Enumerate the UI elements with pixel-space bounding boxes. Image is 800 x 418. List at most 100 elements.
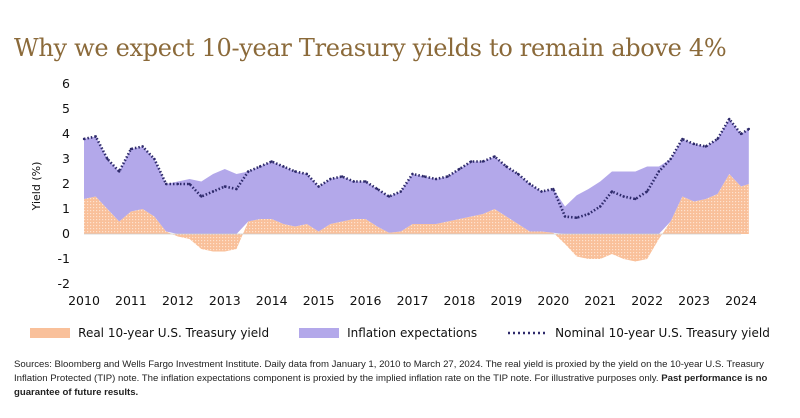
- real-yield-area: [84, 174, 749, 262]
- sources-text: Sources: Bloomberg and Wells Fargo Inves…: [14, 359, 764, 384]
- nominal-yield-point: [340, 175, 344, 178]
- nominal-yield-point: [129, 147, 133, 151]
- nominal-yield-point: [587, 212, 590, 216]
- nominal-yield-point: [446, 175, 449, 178]
- nominal-yield-point: [599, 205, 602, 208]
- legend-swatch-inflation: [299, 328, 340, 338]
- chart-title: Why we expect 10-year Treasury yields to…: [14, 34, 727, 62]
- y-tick-label: 5: [62, 101, 70, 116]
- nominal-yield-point: [258, 165, 262, 168]
- y-tick-label: -1: [58, 251, 70, 266]
- nominal-yield-point: [563, 215, 567, 218]
- nominal-yield-point: [176, 182, 180, 186]
- y-tick-label: 1: [62, 201, 70, 216]
- y-tick-label: -2: [58, 276, 70, 291]
- nominal-yield-point: [622, 195, 625, 198]
- nominal-yield-point: [106, 157, 109, 161]
- nominal-yield-point: [634, 197, 637, 201]
- x-tick-label: 2010: [68, 293, 100, 308]
- legend-item-inflation: Inflation expectations: [299, 326, 477, 340]
- x-tick-label: 2020: [537, 293, 569, 308]
- nominal-yield-point: [282, 165, 285, 168]
- sources-disclaimer: Past performance is no guarantee of futu…: [14, 373, 768, 398]
- nominal-yield-point: [423, 175, 426, 178]
- nominal-yield-point: [411, 172, 414, 176]
- nominal-yield-point: [434, 177, 438, 181]
- nominal-yield-point: [610, 190, 614, 193]
- nominal-yield-point: [211, 190, 215, 193]
- nominal-yield-point: [469, 160, 473, 163]
- nominal-yield-point: [704, 145, 708, 148]
- nominal-yield-point: [540, 190, 543, 193]
- nominal-yield-point: [141, 145, 144, 148]
- nominal-yield-point: [153, 157, 156, 161]
- nominal-yield-point: [505, 165, 508, 168]
- nominal-yield-point: [458, 167, 461, 171]
- nominal-yield-point: [747, 127, 751, 131]
- x-tick-label: 2021: [584, 293, 616, 308]
- nominal-yield-point: [317, 185, 320, 188]
- nominal-yield-point: [528, 182, 532, 186]
- nominal-yield-point: [552, 187, 555, 191]
- x-tick-label: 2022: [631, 293, 663, 308]
- nominal-yield-point: [270, 160, 273, 163]
- nominal-yield-point: [516, 172, 520, 176]
- yield-chart: Yield (%) 6 5 4 3 2 1 0 -1 -2 2010 2011 2012 2013 20…: [30, 76, 757, 308]
- y-tick-label: 4: [62, 126, 70, 141]
- nominal-yield-point: [681, 137, 684, 141]
- nominal-yield-point: [200, 195, 203, 198]
- x-tick-label: 2014: [256, 293, 288, 308]
- nominal-yield-point: [247, 170, 250, 173]
- nominal-yield-point: [669, 157, 672, 161]
- nominal-yield-point: [399, 190, 402, 193]
- nominal-yield-point: [82, 137, 86, 141]
- x-tick-label: 2019: [490, 293, 522, 308]
- nominal-yield-point: [739, 132, 743, 136]
- nominal-yield-point: [481, 160, 485, 163]
- nominal-yield-point: [376, 187, 379, 191]
- nominal-yield-point: [364, 180, 367, 183]
- nominal-yield-point: [657, 170, 661, 173]
- legend-label-real: Real 10-year U.S. Treasury yield: [78, 326, 270, 340]
- x-tick-label: 2013: [209, 293, 241, 308]
- legend-swatch-real: [30, 328, 71, 338]
- x-tick-label: 2017: [397, 293, 429, 308]
- x-tick-label: 2018: [444, 293, 476, 308]
- legend-item-nominal: Nominal 10-year U.S. Treasury yield: [507, 326, 770, 340]
- nominal-yield-point: [305, 172, 309, 176]
- nominal-yield-point: [329, 177, 332, 181]
- legend-label-inflation: Inflation expectations: [347, 326, 478, 340]
- y-axis-label: Yield (%): [30, 162, 43, 212]
- legend-swatch-nominal: [508, 331, 548, 335]
- nominal-yield-point: [94, 135, 97, 138]
- sources-note: Sources: Bloomberg and Wells Fargo Inves…: [14, 358, 789, 400]
- nominal-yield-point: [575, 216, 578, 219]
- nominal-yield-point: [293, 170, 297, 173]
- x-tick-label: 2016: [350, 293, 382, 308]
- nominal-yield-point: [493, 155, 496, 158]
- x-tick-label: 2015: [303, 293, 335, 308]
- nominal-yield-point: [352, 180, 356, 183]
- nominal-yield-point: [188, 182, 191, 186]
- y-tick-label: 0: [62, 226, 70, 241]
- legend: Real 10-year U.S. Treasury yield Inflati…: [0, 326, 800, 340]
- nominal-yield-point: [728, 117, 731, 121]
- legend-label-nominal: Nominal 10-year U.S. Treasury yield: [555, 326, 770, 340]
- nominal-yield-line: [83, 117, 750, 220]
- legend-item-real: Real 10-year U.S. Treasury yield: [30, 326, 269, 340]
- y-tick-label: 6: [62, 76, 70, 91]
- nominal-yield-point: [387, 195, 391, 198]
- x-tick-label: 2023: [678, 293, 710, 308]
- inflation-expectations-area: [84, 119, 749, 234]
- y-tick-label: 3: [62, 151, 70, 166]
- nominal-yield-point: [235, 187, 238, 191]
- x-tick-label: 2024: [725, 293, 757, 308]
- nominal-yield-point: [645, 190, 649, 193]
- nominal-yield-point: [692, 142, 696, 146]
- y-tick-label: 2: [62, 176, 70, 191]
- nominal-yield-point: [223, 185, 226, 188]
- nominal-yield-point: [117, 170, 121, 173]
- nominal-yield-point: [164, 182, 168, 186]
- x-tick-label: 2011: [115, 293, 147, 308]
- x-tick-label: 2012: [162, 293, 194, 308]
